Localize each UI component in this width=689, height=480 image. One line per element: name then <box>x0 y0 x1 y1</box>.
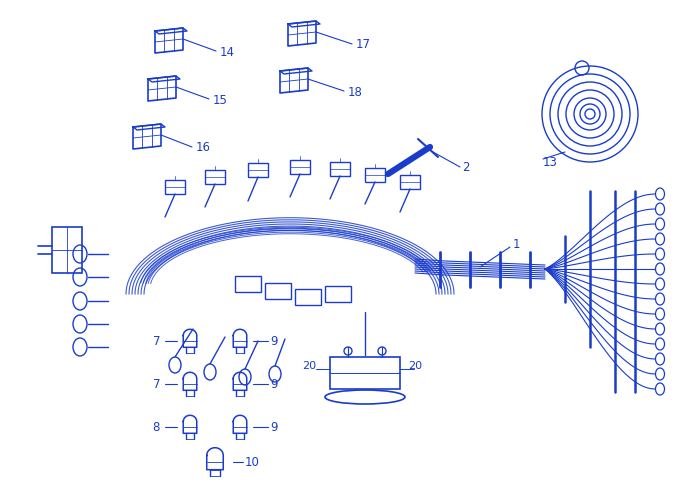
Bar <box>295 289 321 305</box>
Text: 14: 14 <box>220 46 235 59</box>
Text: 7: 7 <box>152 378 160 391</box>
Bar <box>235 276 261 292</box>
Text: 2: 2 <box>462 161 469 174</box>
Bar <box>52 228 82 274</box>
Text: 13: 13 <box>543 156 558 169</box>
Text: 9: 9 <box>270 378 278 391</box>
Bar <box>290 161 310 175</box>
Bar <box>365 168 385 182</box>
Text: 15: 15 <box>213 93 228 106</box>
Text: 1: 1 <box>513 238 520 251</box>
Text: 20: 20 <box>302 360 316 370</box>
Text: 7: 7 <box>152 335 160 348</box>
Bar <box>325 287 351 302</box>
Bar <box>248 164 268 178</box>
Bar <box>400 176 420 190</box>
Text: 9: 9 <box>270 335 278 348</box>
Bar <box>205 171 225 185</box>
Text: 18: 18 <box>348 85 363 98</box>
Text: 9: 9 <box>270 420 278 433</box>
Text: 16: 16 <box>196 141 211 154</box>
Text: 17: 17 <box>356 38 371 51</box>
Bar <box>330 357 400 389</box>
Text: 10: 10 <box>245 456 260 468</box>
Text: 8: 8 <box>153 420 160 433</box>
Bar <box>265 283 291 300</box>
Bar <box>330 163 350 177</box>
Bar <box>165 180 185 194</box>
Text: 20: 20 <box>408 360 422 370</box>
